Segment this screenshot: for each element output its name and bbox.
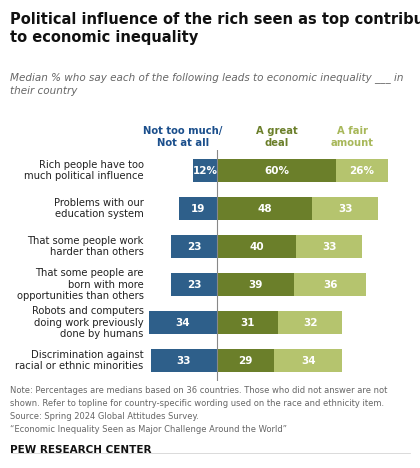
- Bar: [294, 273, 366, 296]
- Bar: [217, 349, 275, 373]
- Text: 31: 31: [240, 318, 255, 328]
- Text: 12%: 12%: [192, 166, 217, 176]
- Text: Not too much/
Not at all: Not too much/ Not at all: [143, 126, 223, 148]
- Text: 33: 33: [177, 356, 191, 366]
- Text: 23: 23: [186, 241, 201, 252]
- Bar: [278, 311, 342, 334]
- Bar: [171, 273, 217, 296]
- Text: 60%: 60%: [264, 166, 289, 176]
- Bar: [217, 197, 312, 220]
- Text: Median % who say each of the following leads to economic inequality ___ in
their: Median % who say each of the following l…: [10, 73, 404, 96]
- Text: 34: 34: [301, 356, 316, 366]
- Bar: [336, 159, 388, 183]
- Bar: [151, 349, 217, 373]
- Text: 39: 39: [248, 279, 263, 290]
- Bar: [171, 235, 217, 258]
- Bar: [312, 197, 378, 220]
- Text: 32: 32: [303, 318, 318, 328]
- Bar: [149, 311, 217, 334]
- Text: 34: 34: [176, 318, 190, 328]
- Text: Source: Spring 2024 Global Attitudes Survey.: Source: Spring 2024 Global Attitudes Sur…: [10, 412, 199, 421]
- Bar: [193, 159, 217, 183]
- Bar: [217, 311, 278, 334]
- Text: 19: 19: [191, 204, 205, 213]
- Text: 33: 33: [322, 241, 336, 252]
- Text: PEW RESEARCH CENTER: PEW RESEARCH CENTER: [10, 445, 152, 455]
- Text: Political influence of the rich seen as top contributor
to economic inequality: Political influence of the rich seen as …: [10, 12, 420, 45]
- Text: 48: 48: [257, 204, 272, 213]
- Bar: [179, 197, 217, 220]
- Text: shown. Refer to topline for country-specific wording used on the race and ethnic: shown. Refer to topline for country-spec…: [10, 399, 385, 408]
- Text: 23: 23: [186, 279, 201, 290]
- Bar: [297, 235, 362, 258]
- Text: A great
deal: A great deal: [256, 126, 297, 148]
- Text: 36: 36: [323, 279, 337, 290]
- Text: 29: 29: [239, 356, 253, 366]
- Bar: [217, 235, 297, 258]
- Text: Note: Percentages are medians based on 36 countries. Those who did not answer ar: Note: Percentages are medians based on 3…: [10, 386, 388, 395]
- Text: “Economic Inequality Seen as Major Challenge Around the World”: “Economic Inequality Seen as Major Chall…: [10, 425, 288, 434]
- Bar: [275, 349, 342, 373]
- Text: A fair
amount: A fair amount: [331, 126, 374, 148]
- Text: 40: 40: [249, 241, 264, 252]
- Text: 33: 33: [338, 204, 352, 213]
- Text: 26%: 26%: [349, 166, 375, 176]
- Bar: [217, 159, 336, 183]
- Bar: [217, 273, 294, 296]
